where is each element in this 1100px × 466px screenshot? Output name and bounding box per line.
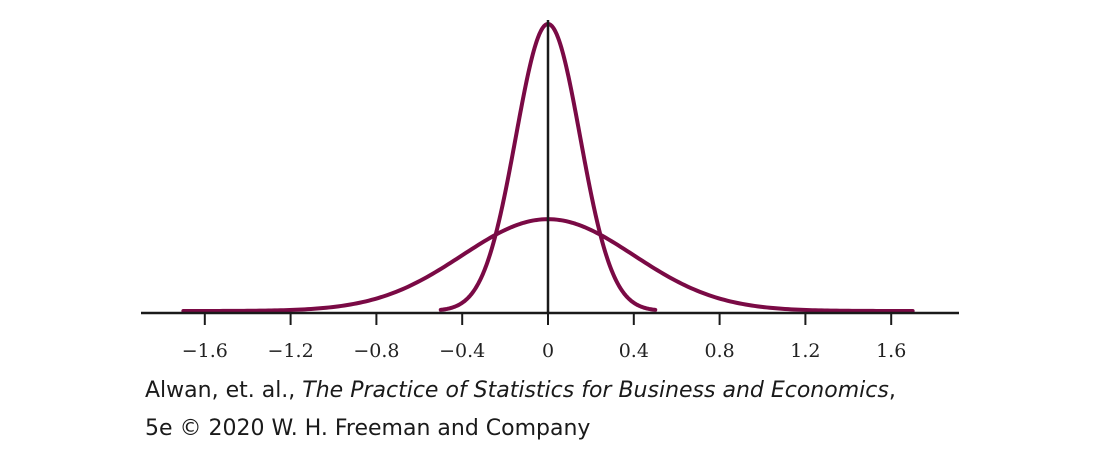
caption-comma: , [888,378,896,403]
x-tick-label: 0.4 [619,340,649,362]
x-tick-label: 0.8 [704,340,734,362]
x-tick-label: −1.6 [182,340,228,362]
caption-line-2: 5e © 2020 W. H. Freeman and Company [145,416,591,441]
caption-book-title: The Practice of Statistics for Business … [302,378,889,403]
x-tick-label: −1.2 [268,340,314,362]
caption-authors: Alwan, et. al., [145,378,303,403]
x-tick-label: −0.8 [353,340,399,362]
x-tick-label: 0 [542,340,554,362]
x-tick-label: 1.6 [876,340,906,362]
distribution-chart: −1.6 −1.2 −0.8 −0.4 0 0.4 0.8 1.2 1.6 [141,20,959,362]
x-tick-label: −0.4 [439,340,485,362]
caption-line-1: Alwan, et. al., The Practice of Statisti… [145,372,896,410]
x-tick-label: 1.2 [790,340,820,362]
figure-caption: Alwan, et. al., The Practice of Statisti… [145,372,896,448]
x-ticks-group: −1.6 −1.2 −0.8 −0.4 0 0.4 0.8 1.2 1.6 [182,313,906,362]
